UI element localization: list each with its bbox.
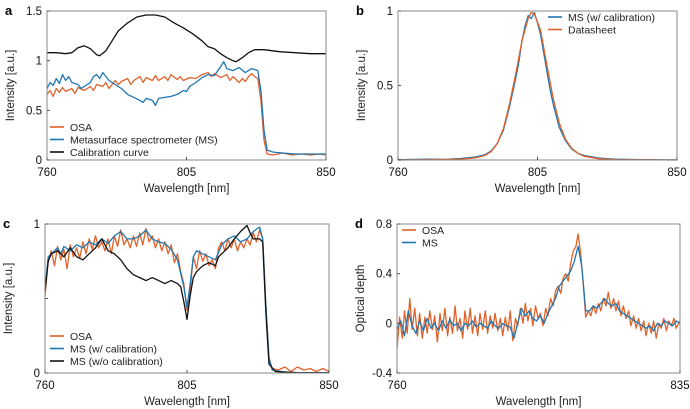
legend-label: MS (w/ calibration) [70, 344, 157, 356]
x-axis-label: Wavelength [nm] [144, 396, 230, 408]
x-tick-label: 805 [528, 167, 547, 179]
panel-b: b 760 805 850 0 0.5 1 Wavelength [nm] Intensity … [356, 3, 687, 195]
x-tick-label: 805 [177, 167, 196, 179]
panel-letter: a [5, 3, 13, 18]
legend-label: Metasurface spectrometer (MS) [70, 135, 218, 147]
x-tick-label: 760 [387, 380, 406, 392]
y-tick-label: 1 [34, 219, 40, 231]
series-line-osa [44, 227, 330, 373]
panel-letter: c [3, 216, 10, 231]
x-tick-label: 805 [177, 380, 196, 392]
series-line-metasurface-spectrometer-ms- [46, 61, 326, 155]
legend-label: OSA [422, 225, 444, 237]
x-tick-label: 760 [35, 380, 54, 392]
x-tick-label: 835 [670, 380, 689, 392]
series-line-datasheet [397, 11, 678, 161]
legend-label: MS (w/ calibration) [568, 12, 655, 24]
series-line-osa [46, 71, 327, 156]
series-line-osa [396, 233, 681, 349]
series-line-calibration-curve [47, 14, 326, 63]
y-tick-label: 0 [387, 155, 393, 167]
y-tick-label: -0.4 [372, 368, 392, 380]
y-tick-label: 0 [36, 155, 42, 167]
panel-d: d 760 835 -0.4 0 0.4 0.8 Wavelength [nm] Optical… [355, 216, 690, 408]
x-tick-label: 760 [388, 167, 407, 179]
x-tick-label: 850 [667, 167, 686, 179]
series-line-ms-w-calibration- [397, 11, 678, 161]
x-tick-label: 760 [37, 167, 56, 179]
series-line-ms-w-calibration- [44, 226, 330, 374]
panel-c: c 760 805 850 0 1 Wavelength [nm] Intensity [a.… [3, 216, 339, 408]
legend-label: Calibration curve [70, 147, 149, 159]
plot-frame [396, 223, 681, 374]
y-axis-label: Intensity [a.u.] [356, 50, 368, 122]
y-tick-label: 1 [36, 56, 42, 68]
x-axis-label: Wavelength [nm] [495, 183, 581, 195]
series-line-ms-w-o-calibration- [44, 224, 330, 374]
legend-label: Datasheet [568, 25, 616, 37]
y-axis-label: Intensity [a.u.] [5, 50, 17, 122]
x-axis-label: Wavelength [nm] [496, 396, 582, 408]
legend-label: OSA [70, 331, 92, 343]
panel-a: a 760 805 850 0 0.5 1 1.5 Wavelength [nm] Intensi… [5, 3, 336, 195]
series-line-ms [396, 245, 681, 339]
x-axis-label: Wavelength [nm] [144, 183, 230, 195]
legend: MS (w/ calibration)Datasheet [548, 12, 655, 37]
x-tick-label: 850 [319, 380, 338, 392]
panel-letter: d [355, 216, 363, 231]
y-tick-label: 1.5 [26, 6, 42, 18]
y-tick-label: 0.5 [377, 81, 393, 93]
x-tick-label: 850 [316, 167, 335, 179]
y-axis-label: Optical depth [355, 265, 367, 333]
y-tick-label: 0 [34, 368, 40, 380]
legend-label: OSA [70, 122, 92, 134]
legend-label: MS (w/o calibration) [70, 356, 163, 368]
legend-label: MS [422, 238, 438, 250]
y-tick-label: 0 [386, 318, 392, 330]
y-tick-label: 1 [387, 6, 393, 18]
y-tick-label: 0.5 [26, 105, 42, 117]
plot-frame [397, 10, 678, 161]
y-tick-label: 0.8 [376, 219, 392, 231]
panel-letter: b [356, 3, 364, 18]
y-axis-label: Intensity [a.u.] [3, 263, 15, 335]
y-tick-label: 0.4 [376, 269, 393, 281]
